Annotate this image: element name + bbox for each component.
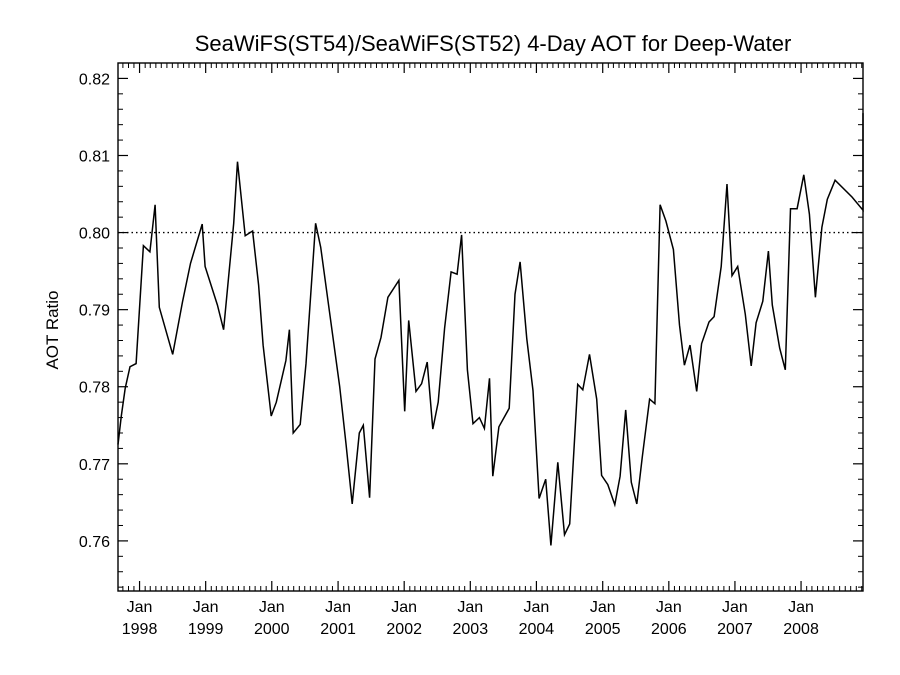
- x-tick-label-year: 2001: [320, 621, 356, 638]
- x-axis-ticks: Jan 1998 Jan 1999 Jan 2000 Jan 2001 Jan 2002 Jan 20…: [122, 63, 863, 638]
- x-tick-label-year: 2000: [254, 621, 290, 638]
- x-tick-label-month: Jan: [259, 599, 285, 616]
- x-tick-label-month: Jan: [391, 599, 417, 616]
- x-tick-label-year: 1999: [188, 621, 224, 638]
- x-tick-label-month: Jan: [656, 599, 682, 616]
- x-tick-label-month: Jan: [590, 599, 616, 616]
- x-tick-label-year: 2003: [453, 621, 489, 638]
- y-tick-label: 0.82: [79, 71, 110, 88]
- y-axis-ticks: 0.76 0.77 0.78 0.79 0.80 0.81 0.82: [79, 71, 863, 588]
- aot-ratio-series-line: [117, 113, 864, 546]
- x-tick-label-year: 2002: [386, 621, 422, 638]
- x-tick-label-year: 2006: [651, 621, 687, 638]
- x-tick-label-month: Jan: [722, 599, 748, 616]
- x-tick-label-year: 1998: [122, 621, 158, 638]
- x-tick-label-year: 2008: [783, 621, 819, 638]
- x-tick-label-month: Jan: [127, 599, 153, 616]
- x-tick-label-month: Jan: [457, 599, 483, 616]
- x-tick-label-year: 2005: [585, 621, 621, 638]
- x-tick-label-month: Jan: [524, 599, 550, 616]
- x-tick-label-month: Jan: [325, 599, 351, 616]
- y-tick-label: 0.78: [79, 380, 110, 397]
- y-tick-label: 0.79: [79, 303, 110, 320]
- x-tick-label-month: Jan: [193, 599, 219, 616]
- x-tick-label-year: 2004: [519, 621, 555, 638]
- chart-title: SeaWiFS(ST54)/SeaWiFS(ST52) 4-Day AOT fo…: [195, 31, 792, 56]
- y-tick-label: 0.76: [79, 534, 110, 551]
- y-tick-label: 0.81: [79, 148, 110, 165]
- y-axis-label: AOT Ratio: [43, 290, 62, 369]
- x-tick-label-month: Jan: [788, 599, 814, 616]
- x-tick-label-year: 2007: [717, 621, 753, 638]
- plot-frame: [117, 62, 864, 592]
- y-tick-label: 0.80: [79, 226, 110, 243]
- y-tick-label: 0.77: [79, 457, 110, 474]
